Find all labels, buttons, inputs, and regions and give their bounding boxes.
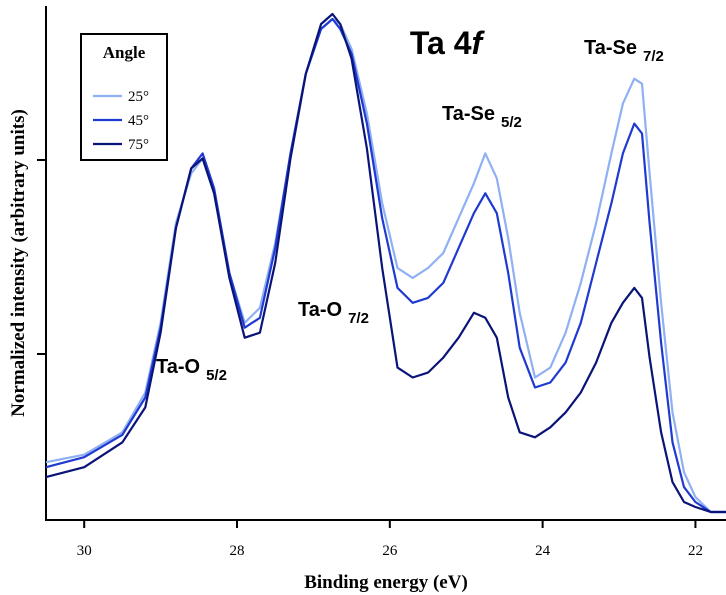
annotation-sub: 7/2 xyxy=(643,48,664,65)
x-ticks: 30 28 26 24 22 xyxy=(77,520,703,559)
legend-label: 75° xyxy=(128,137,149,153)
legend-title: Angle xyxy=(103,43,146,62)
chart-title-italic: f xyxy=(472,25,486,61)
x-tick-label: 24 xyxy=(535,543,551,559)
x-axis-title: Binding energy (eV) xyxy=(304,572,468,593)
chart-title: Ta 4f xyxy=(410,25,486,61)
legend-label: 45° xyxy=(128,113,149,129)
annotation-main: Ta-Se xyxy=(584,37,637,59)
chart-title-main: Ta 4 xyxy=(410,25,472,61)
annotation-ta-se-5-2: Ta-Se 5/2 xyxy=(442,103,522,131)
annotation-sub: 5/2 xyxy=(206,367,227,384)
annotation-main: Ta-O xyxy=(298,299,342,321)
x-tick-label: 22 xyxy=(688,543,703,559)
series-group xyxy=(45,12,726,514)
series-line-2 xyxy=(45,17,726,514)
legend: Angle 25° 45° 75° xyxy=(80,33,168,161)
annotation-ta-o-5-2: Ta-O 5/2 xyxy=(156,356,227,384)
x-tick-label: 26 xyxy=(382,543,398,559)
annotation-main: Ta-Se xyxy=(442,103,495,125)
legend-entries: 25° 45° 75° xyxy=(93,89,149,153)
series-line-3 xyxy=(45,12,726,514)
annotation-main: Ta-O xyxy=(156,356,200,378)
legend-label: 25° xyxy=(128,89,149,105)
x-tick-label: 28 xyxy=(230,543,245,559)
annotation-sub: 5/2 xyxy=(501,114,522,131)
annotation-ta-se-7-2: Ta-Se 7/2 xyxy=(584,37,664,65)
annotation-ta-o-7-2: Ta-O 7/2 xyxy=(298,299,369,327)
annotation-sub: 7/2 xyxy=(348,310,369,327)
y-axis-title: Normalized intensity (arbitrary units) xyxy=(8,109,29,417)
x-tick-label: 30 xyxy=(77,543,92,559)
